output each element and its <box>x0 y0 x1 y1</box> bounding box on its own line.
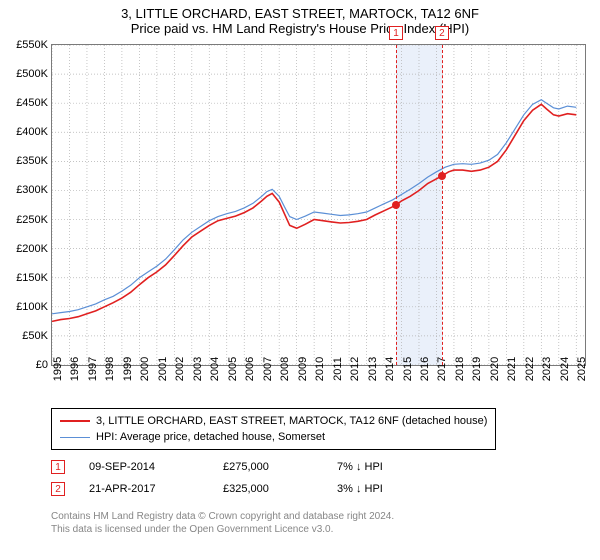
x-tick-label: 2011 <box>332 357 344 381</box>
y-tick-label: £550K <box>16 39 48 51</box>
legend-item: 3, LITTLE ORCHARD, EAST STREET, MARTOCK,… <box>60 413 487 429</box>
x-tick-label: 2005 <box>227 357 239 381</box>
sale-vline <box>442 45 443 365</box>
y-tick-label: £250K <box>16 214 48 226</box>
x-tick-label: 2001 <box>157 357 169 381</box>
sale-date: 21-APR-2017 <box>89 483 199 495</box>
x-tick-label: 2023 <box>541 357 553 381</box>
x-tick-label: 2004 <box>209 357 221 381</box>
sale-delta: 7% ↓ HPI <box>337 461 383 473</box>
y-tick-label: £500K <box>16 68 48 80</box>
sale-row-marker: 2 <box>51 482 65 496</box>
chart-plot-area: £0£50K£100K£150K£200K£250K£300K£350K£400… <box>51 44 586 366</box>
sale-marker: 2 <box>435 26 449 40</box>
x-tick-label: 2003 <box>192 357 204 381</box>
x-tick-label: 2006 <box>244 357 256 381</box>
y-tick-label: £300K <box>16 184 48 196</box>
legend-label: 3, LITTLE ORCHARD, EAST STREET, MARTOCK,… <box>96 413 487 429</box>
sale-row: 1 09-SEP-2014 £275,000 7% ↓ HPI <box>51 456 383 478</box>
x-tick-label: 2020 <box>489 357 501 381</box>
x-tick-label: 1997 <box>87 357 99 381</box>
legend-label: HPI: Average price, detached house, Some… <box>96 429 325 445</box>
x-tick-label: 2018 <box>454 357 466 381</box>
y-tick-label: £200K <box>16 243 48 255</box>
y-tick-label: £0 <box>36 359 48 371</box>
x-tick-label: 2021 <box>506 357 518 381</box>
x-tick-label: 2002 <box>174 357 186 381</box>
x-tick-label: 2009 <box>297 357 309 381</box>
sale-delta: 3% ↓ HPI <box>337 483 383 495</box>
legend: 3, LITTLE ORCHARD, EAST STREET, MARTOCK,… <box>51 408 496 450</box>
sale-point <box>392 201 400 209</box>
sale-point <box>438 172 446 180</box>
y-tick-label: £50K <box>22 330 48 342</box>
x-tick-label: 2019 <box>471 357 483 381</box>
x-tick-label: 2013 <box>367 357 379 381</box>
footer-line-1: Contains HM Land Registry data © Crown c… <box>51 510 394 523</box>
y-tick-label: £150K <box>16 272 48 284</box>
legend-swatch <box>60 420 90 422</box>
sales-table: 1 09-SEP-2014 £275,000 7% ↓ HPI 2 21-APR-2017… <box>51 456 383 500</box>
footer-attribution: Contains HM Land Registry data © Crown c… <box>51 510 394 536</box>
legend-item: HPI: Average price, detached house, Some… <box>60 429 487 445</box>
y-tick-label: £350K <box>16 155 48 167</box>
x-tick-label: 2015 <box>402 357 414 381</box>
sale-date: 09-SEP-2014 <box>89 461 199 473</box>
y-tick-label: £450K <box>16 97 48 109</box>
sale-marker: 1 <box>389 26 403 40</box>
chart-title: 3, LITTLE ORCHARD, EAST STREET, MARTOCK,… <box>0 6 600 21</box>
x-tick-label: 2010 <box>314 357 326 381</box>
x-tick-label: 1999 <box>122 357 134 381</box>
sale-row-marker: 1 <box>51 460 65 474</box>
sale-row: 2 21-APR-2017 £325,000 3% ↓ HPI <box>51 478 383 500</box>
x-tick-label: 2007 <box>262 357 274 381</box>
x-tick-label: 2014 <box>384 357 396 381</box>
chart-subtitle: Price paid vs. HM Land Registry's House … <box>0 21 600 36</box>
y-tick-label: £400K <box>16 126 48 138</box>
x-tick-label: 2012 <box>349 357 361 381</box>
x-tick-label: 2008 <box>279 357 291 381</box>
sale-price: £325,000 <box>223 483 313 495</box>
x-tick-label: 2016 <box>419 357 431 381</box>
x-tick-label: 2024 <box>559 357 571 381</box>
legend-swatch <box>60 437 90 438</box>
y-tick-label: £100K <box>16 301 48 313</box>
x-tick-label: 2025 <box>576 357 588 381</box>
x-tick-label: 1995 <box>52 357 64 381</box>
series-hpi <box>52 100 576 314</box>
footer-line-2: This data is licensed under the Open Gov… <box>51 523 394 536</box>
x-tick-label: 2022 <box>524 357 536 381</box>
x-tick-label: 1998 <box>104 357 116 381</box>
x-tick-label: 2000 <box>139 357 151 381</box>
x-tick-label: 1996 <box>69 357 81 381</box>
sale-price: £275,000 <box>223 461 313 473</box>
